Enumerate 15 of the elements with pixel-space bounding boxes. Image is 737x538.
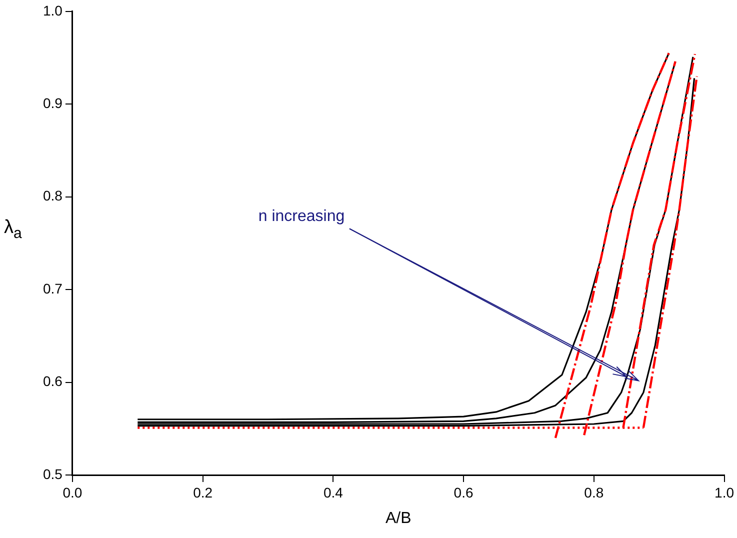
x-tick-label: 0.0 <box>62 484 82 500</box>
x-tick-label: 0.4 <box>323 484 344 500</box>
x-tick-label: 0.6 <box>454 484 474 500</box>
y-tick-label: 0.9 <box>42 94 63 111</box>
y-tick-label: 0.5 <box>42 466 63 482</box>
y-tick-label: 0.6 <box>42 373 63 390</box>
x-axis-title: A/B <box>385 510 412 527</box>
y-tick-label: 1.0 <box>42 2 63 18</box>
y-tick-label: 0.8 <box>42 188 63 204</box>
y-tick-label: 0.7 <box>42 280 63 296</box>
y-axis-title: λ$_{a}$ <box>4 217 22 242</box>
x-tick-label: 0.8 <box>584 484 604 500</box>
x-tick-label: 0.2 <box>193 484 213 500</box>
x-tick-label: 1.0 <box>714 484 734 500</box>
annotation: n increasing <box>258 208 345 226</box>
